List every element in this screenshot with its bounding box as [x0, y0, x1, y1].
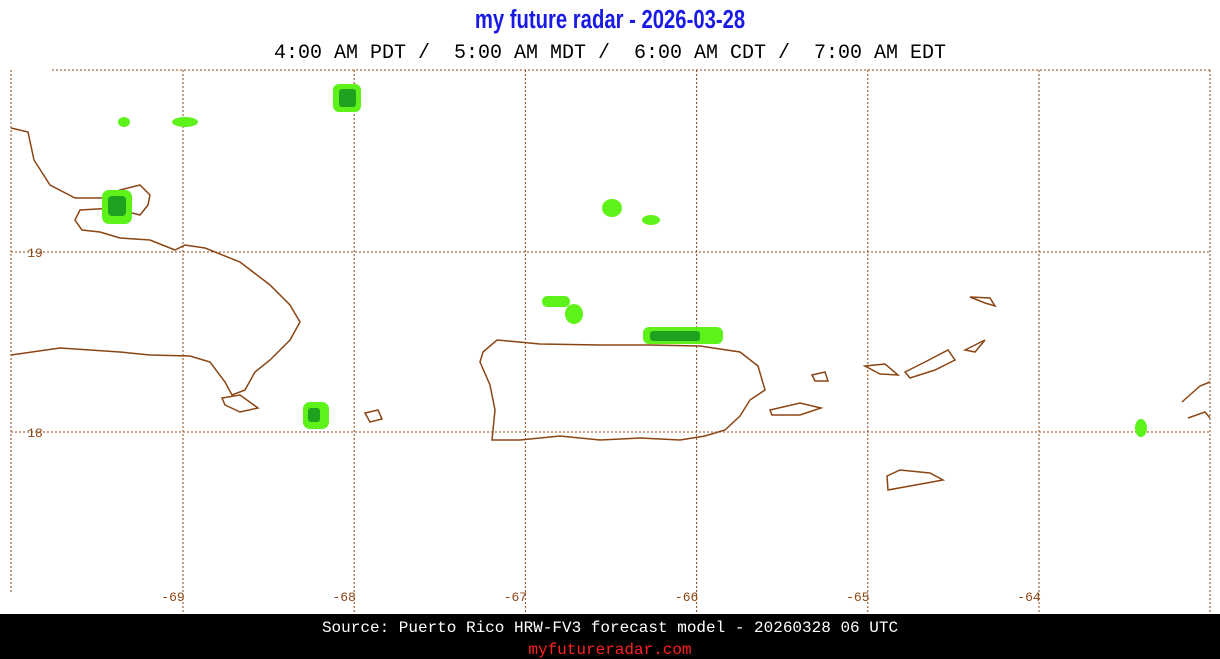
echo	[308, 408, 320, 422]
lon-label: -67	[504, 590, 527, 605]
coastlines	[10, 127, 1211, 491]
lon-label: -68	[332, 590, 355, 605]
lon-label: -64	[1017, 590, 1041, 605]
grid: -69 -68 -67 -66 -65 -64 19 18	[10, 69, 1211, 612]
coastline	[220, 394, 260, 413]
site-link[interactable]: myfutureradar.com	[528, 641, 691, 659]
echo	[1135, 419, 1147, 437]
coastline	[768, 402, 824, 416]
lon-label: -66	[675, 590, 698, 605]
lon-label: -65	[846, 590, 869, 605]
echo	[542, 296, 570, 307]
echo	[642, 215, 660, 225]
echo	[650, 331, 700, 341]
coastline	[363, 409, 384, 423]
title: my future radar - 2026-03-28	[475, 5, 745, 34]
source-text: Source: Puerto Rico HRW-FV3 forecast mod…	[322, 619, 898, 637]
echo	[602, 199, 622, 217]
coastline	[1181, 381, 1211, 419]
echo	[108, 196, 126, 216]
echo	[565, 304, 583, 324]
footer-bar	[0, 614, 1220, 659]
lon-label: -69	[161, 590, 184, 605]
lat-label: 18	[27, 426, 43, 441]
coastline	[886, 469, 946, 491]
lat-label: 19	[27, 246, 43, 261]
coastline	[10, 127, 301, 396]
echo	[339, 89, 356, 107]
coastline	[479, 339, 766, 441]
coastline	[810, 371, 830, 382]
echo	[172, 117, 198, 127]
coastline	[862, 296, 997, 379]
time-line: 4:00 AM PDT / 5:00 AM MDT / 6:00 AM CDT …	[274, 42, 946, 65]
echo	[118, 117, 130, 127]
radar-echoes	[102, 84, 1147, 437]
